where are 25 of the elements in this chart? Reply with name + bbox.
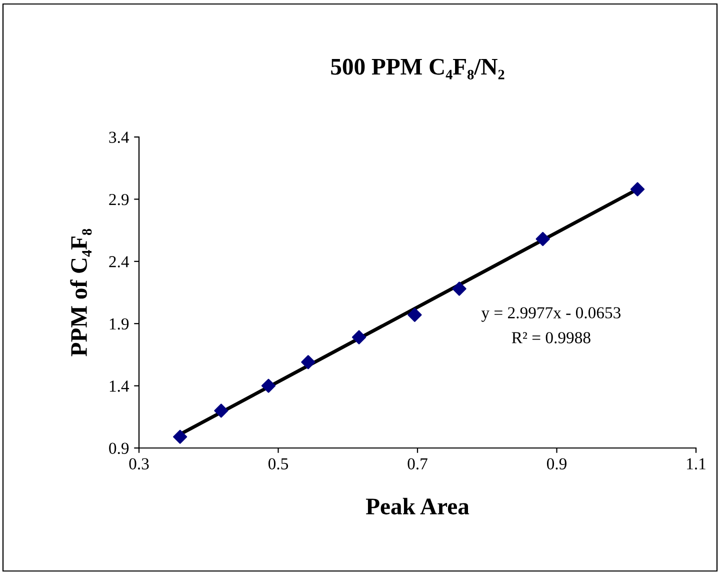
chart-title: 500 PPM C₄F₈/N₂ <box>331 58 504 80</box>
y-tick-label: 2.9 <box>109 194 129 206</box>
x-tick-label: 1.1 <box>687 458 706 470</box>
point <box>452 282 466 296</box>
point <box>536 232 550 246</box>
x-tick-label: 0.7 <box>408 458 428 470</box>
x-axis-title: Peak Area <box>366 498 470 514</box>
point <box>261 378 276 393</box>
y-tick-label: 3.4 <box>109 132 130 144</box>
y-tick-label: 1.4 <box>110 380 130 392</box>
point <box>408 308 422 322</box>
annotation: R² = 0.9988 <box>512 332 590 344</box>
x-tick-label: 0.3 <box>129 458 149 470</box>
y-tick-label: 0.9 <box>109 442 129 454</box>
y-tick-label: 2.4 <box>109 256 130 268</box>
point <box>352 330 366 344</box>
point <box>301 355 316 370</box>
x-tick-label: 0.5 <box>268 458 288 470</box>
point <box>214 404 228 418</box>
x-tick-label: 0.9 <box>546 458 566 470</box>
y-axis-title: PPM of C₄F₈ <box>70 228 92 356</box>
point <box>630 182 645 196</box>
point <box>173 430 188 444</box>
annotation: y = 2.9977x - 0.0653 <box>481 307 621 322</box>
y-tick-label: 1.9 <box>110 318 129 330</box>
